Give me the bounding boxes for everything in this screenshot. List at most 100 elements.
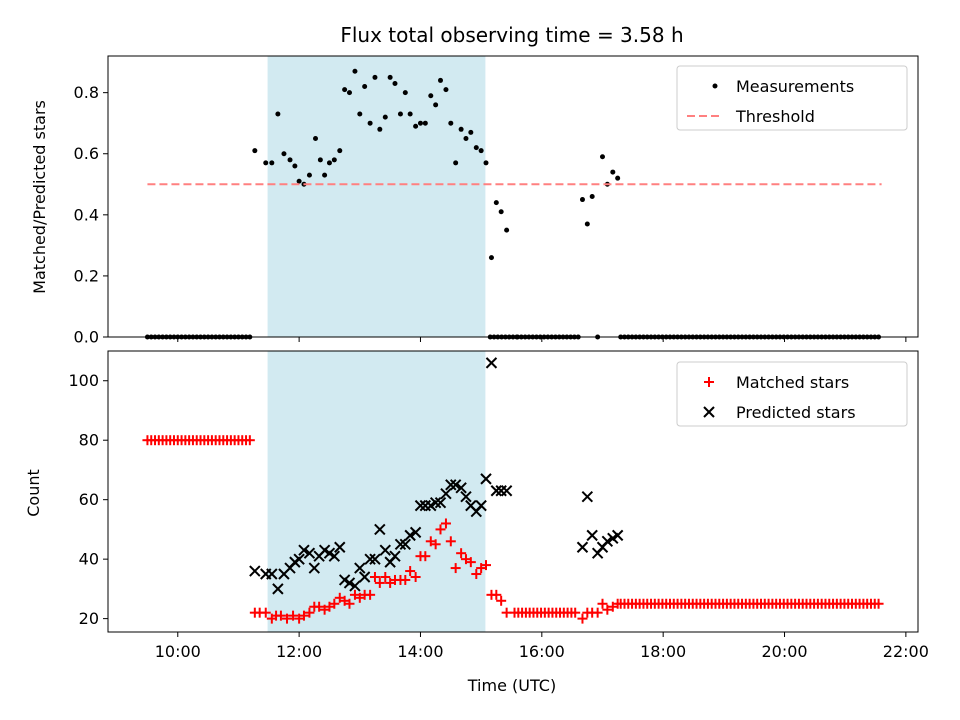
predicted-point xyxy=(601,535,614,548)
measurement-point xyxy=(422,120,428,126)
y-tick-label: 100 xyxy=(68,371,99,390)
predicted-point xyxy=(429,496,442,509)
top-x-ticks xyxy=(177,337,907,342)
predicted-point xyxy=(298,544,310,556)
matched-point xyxy=(445,536,456,547)
measurement-point xyxy=(263,160,269,166)
predicted-point xyxy=(354,562,366,574)
predicted-point xyxy=(480,473,492,485)
matched-point xyxy=(873,598,884,609)
bottom-y-ticks: 20 40 60 80 100 xyxy=(68,371,108,628)
measurement-point xyxy=(362,84,368,90)
legend-box xyxy=(676,361,908,427)
matched-point xyxy=(365,589,376,600)
predicted-point xyxy=(343,577,356,589)
matched-point xyxy=(465,557,476,568)
matched-point xyxy=(314,601,325,612)
measurement-point xyxy=(428,93,434,99)
measurement-point xyxy=(610,169,616,175)
predicted-point xyxy=(475,499,487,512)
predicted-point xyxy=(394,538,407,550)
predicted-point xyxy=(414,499,427,512)
measurement-point xyxy=(296,178,302,184)
bottom-marks xyxy=(142,357,884,624)
matched-point xyxy=(592,607,603,618)
matched-point xyxy=(501,607,512,618)
matched-point xyxy=(380,571,391,582)
y-tick-label: 0.0 xyxy=(74,328,99,347)
matched-point xyxy=(456,548,467,559)
matched-point xyxy=(450,563,461,574)
bottom-panel: 20 40 60 80 100 10:00 12:00 14:00 16:00 18:00 20:… xyxy=(24,350,929,661)
predicted-point xyxy=(389,550,401,562)
measurement-point xyxy=(504,227,510,233)
series-predicted-stars xyxy=(249,357,624,595)
predicted-point xyxy=(404,529,416,542)
measurement-point xyxy=(453,160,459,166)
matched-point xyxy=(496,595,507,606)
measurement-point xyxy=(317,157,323,163)
predicted-point xyxy=(334,541,346,553)
matched-point xyxy=(435,524,446,535)
predicted-point xyxy=(409,526,422,539)
matched-point xyxy=(244,435,255,446)
matched-point xyxy=(612,598,623,609)
measurement-point xyxy=(615,175,621,181)
measurement-point xyxy=(252,148,258,154)
measurement-point xyxy=(397,111,403,117)
measurement-point xyxy=(413,123,419,129)
measurement-point xyxy=(498,209,504,215)
bottom-plot-frame xyxy=(107,350,919,633)
measurement-point xyxy=(473,145,479,151)
measurement-point xyxy=(377,126,383,132)
measurement-point xyxy=(599,154,605,160)
legend-label: Measurements xyxy=(736,77,854,96)
measurement-point xyxy=(448,120,454,126)
matched-point xyxy=(597,598,608,609)
predicted-point xyxy=(586,529,598,542)
predicted-point xyxy=(490,485,503,497)
measurement-point xyxy=(407,111,413,117)
predicted-point xyxy=(266,568,278,580)
matched-point xyxy=(298,610,309,621)
x-tick-label: 16:00 xyxy=(519,642,565,661)
predicted-point xyxy=(449,479,462,491)
top-plot-frame xyxy=(107,55,919,338)
predicted-point xyxy=(249,565,261,577)
measurement-point xyxy=(433,102,439,108)
measurement-point xyxy=(292,163,298,169)
measurement-point xyxy=(275,111,281,117)
measurement-point xyxy=(346,90,352,96)
predicted-point xyxy=(485,357,498,369)
measurement-point xyxy=(488,255,494,261)
legend-label: Predicted stars xyxy=(736,403,856,422)
measurement-point xyxy=(382,114,388,120)
matched-point xyxy=(491,589,502,600)
matched-point xyxy=(602,604,613,615)
matched-point xyxy=(430,539,441,550)
predicted-point xyxy=(272,583,284,595)
measurement-point xyxy=(458,126,464,132)
measurement-point xyxy=(326,160,332,166)
predicted-point xyxy=(364,553,376,565)
chart-title: Flux total observing time = 3.58 h xyxy=(340,23,683,47)
matched-point xyxy=(400,574,411,585)
measurement-point xyxy=(281,151,287,157)
predicted-point xyxy=(358,571,371,583)
y-tick-label: 0.8 xyxy=(74,83,99,102)
x-tick-label: 14:00 xyxy=(397,642,443,661)
measurement-point xyxy=(402,90,408,96)
predicted-point xyxy=(455,482,467,494)
measurement-point xyxy=(483,160,489,166)
measurement-point xyxy=(367,120,373,126)
top-panel: 0.00.20.40.60.8 Matched/Predicted stars … xyxy=(30,55,919,347)
measurement-point xyxy=(322,172,328,178)
matched-point xyxy=(329,598,340,609)
measurement-point xyxy=(443,87,449,93)
matched-point xyxy=(481,560,491,571)
measurement-point xyxy=(468,129,474,135)
y-tick-label: 0.2 xyxy=(74,266,99,285)
series-matched-stars xyxy=(142,435,884,624)
top-legend: Measurements Threshold xyxy=(676,65,908,131)
